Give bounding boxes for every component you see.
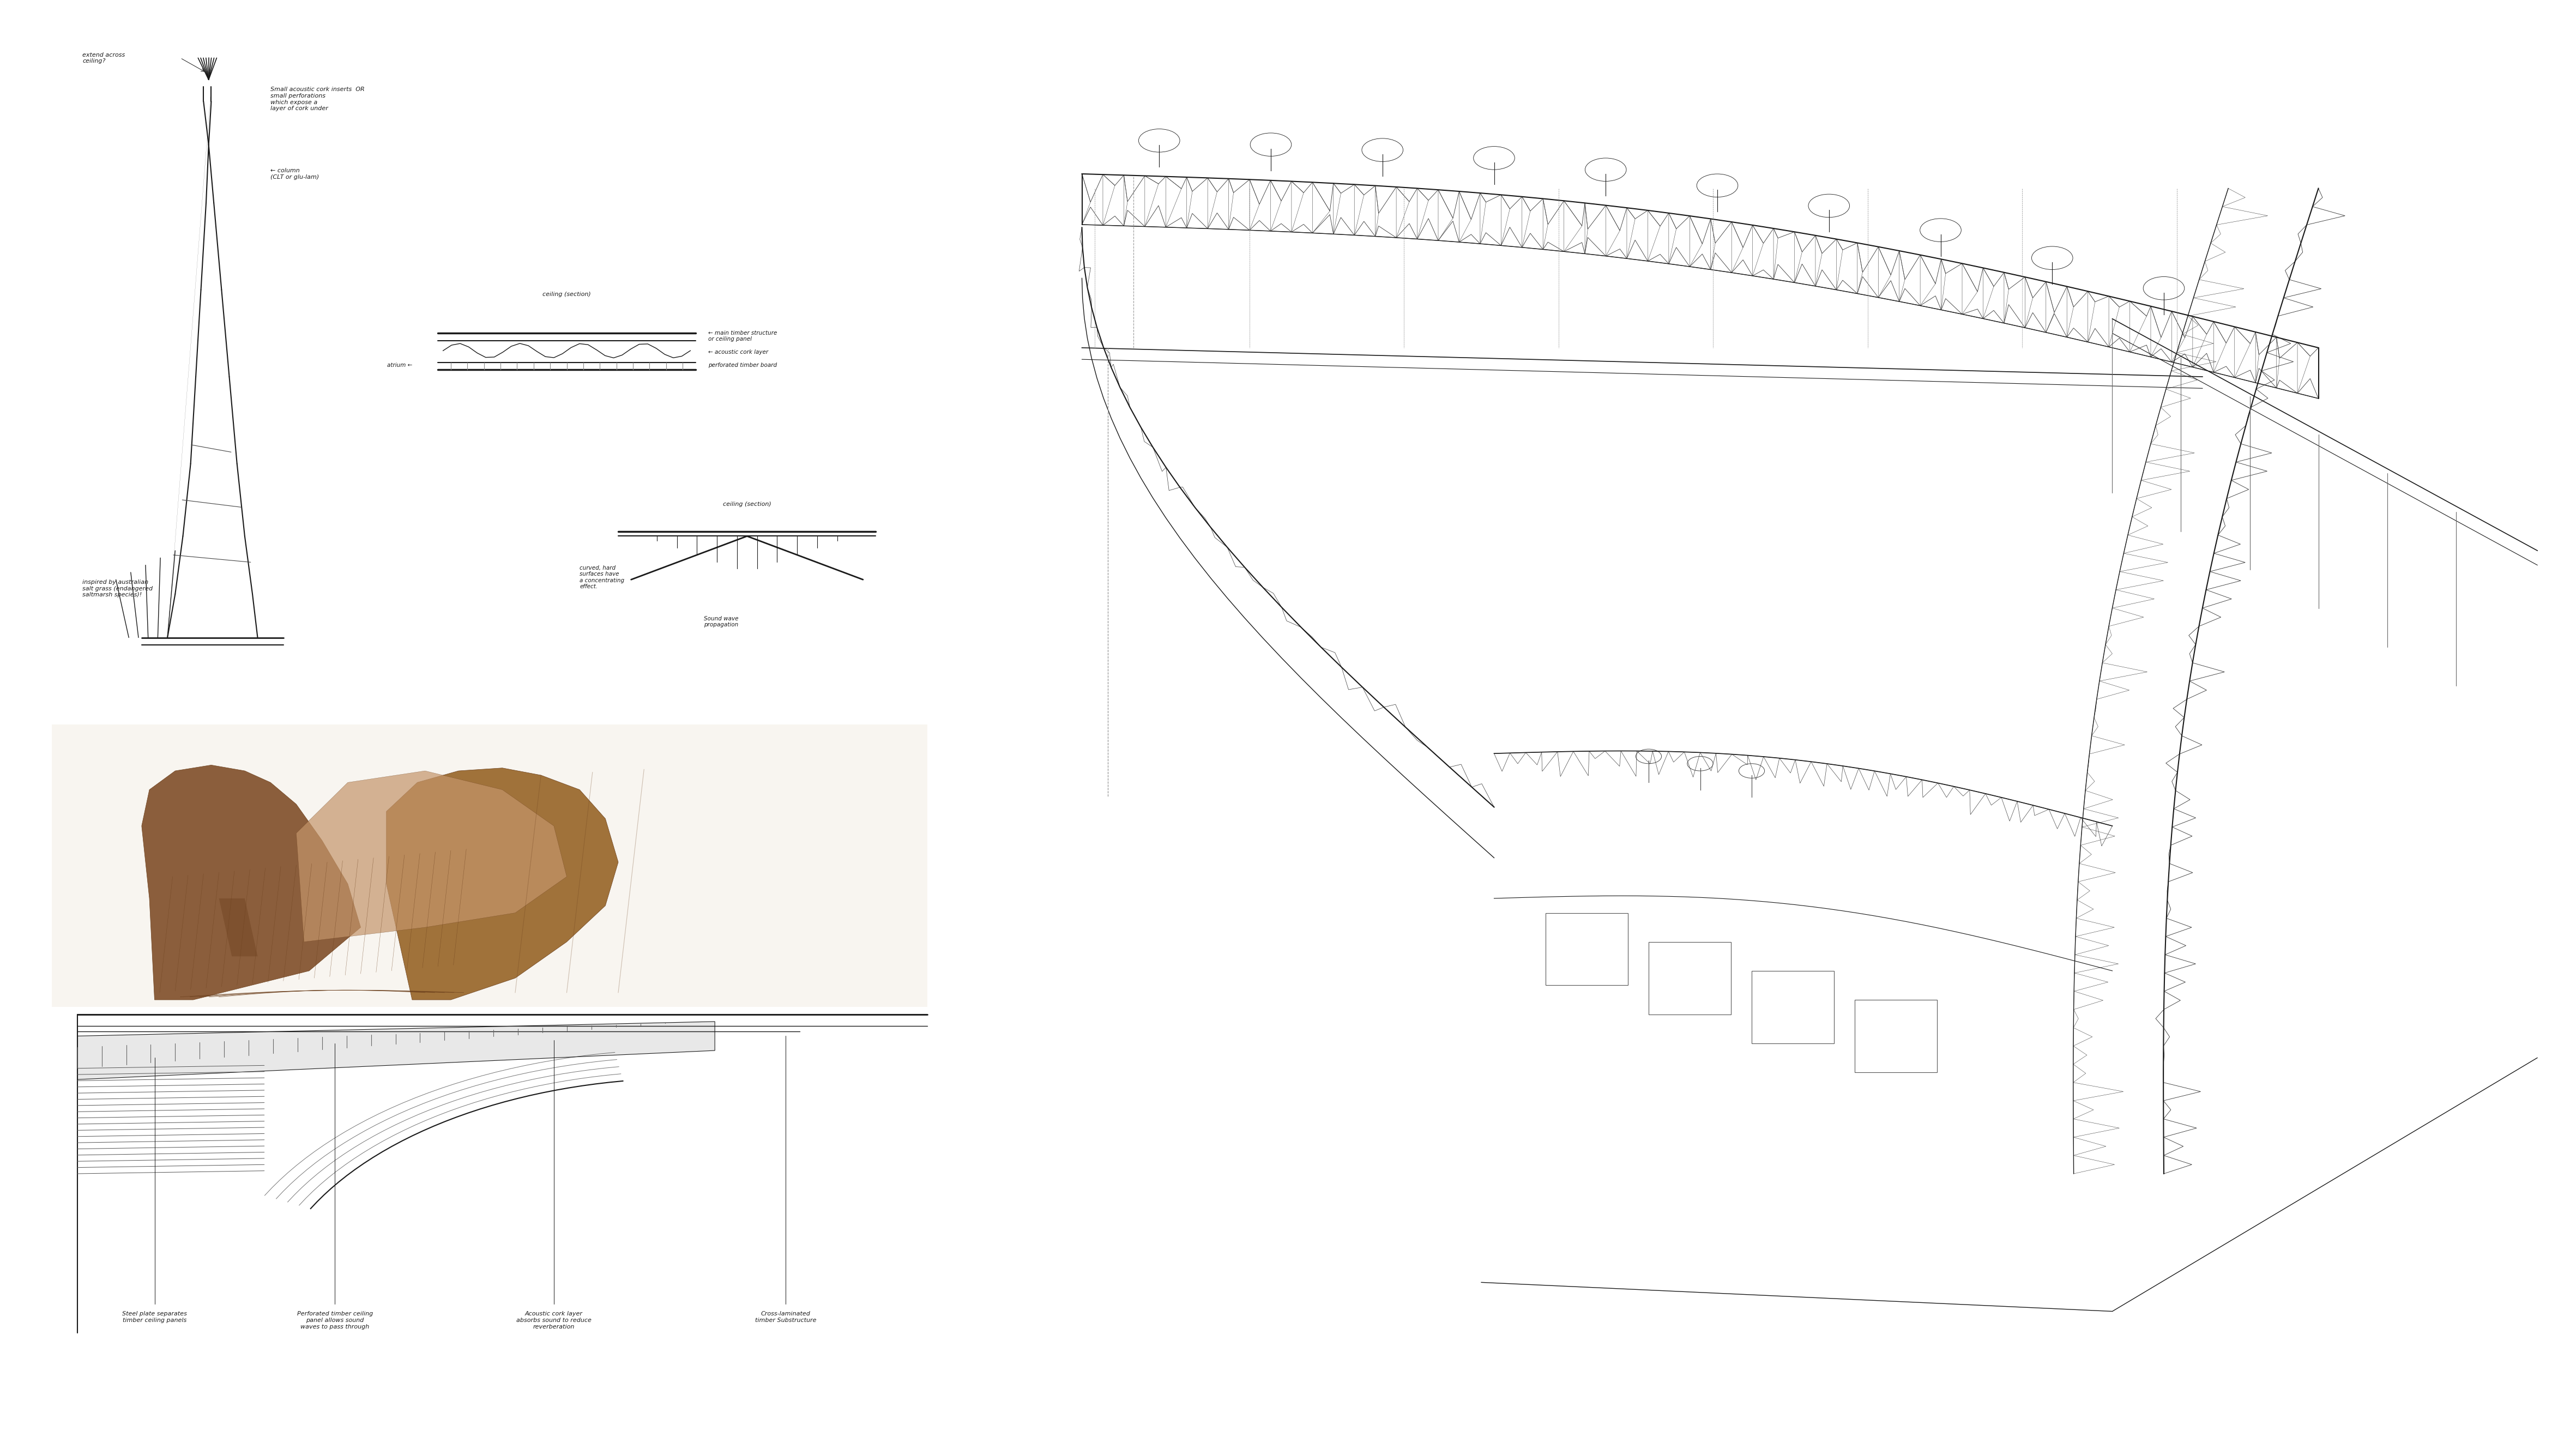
Polygon shape [296,771,567,942]
Text: ← main timber structure
or ceiling panel: ← main timber structure or ceiling panel [708,330,778,342]
Text: extend across
ceiling?: extend across ceiling? [82,52,126,64]
Text: Cross-laminated
timber Substructure: Cross-laminated timber Substructure [755,1311,817,1323]
Text: curved, hard
surfaces have
a concentrating
effect.: curved, hard surfaces have a concentrati… [580,565,623,590]
Polygon shape [386,768,618,1000]
Text: ← column
(CLT or glu-lam): ← column (CLT or glu-lam) [270,168,319,180]
Polygon shape [142,765,361,1000]
Text: ← acoustic cork layer: ← acoustic cork layer [708,349,768,355]
Text: ceiling (section): ceiling (section) [544,291,590,297]
Text: Steel plate separates
timber ceiling panels: Steel plate separates timber ceiling pan… [121,1311,188,1323]
Text: ceiling (section): ceiling (section) [724,501,770,507]
Text: Small acoustic cork inserts  OR
small perforations
which expose a
layer of cork : Small acoustic cork inserts OR small per… [270,87,366,112]
Text: Perforated timber ceiling
panel allows sound
waves to pass through: Perforated timber ceiling panel allows s… [296,1311,374,1329]
FancyBboxPatch shape [52,724,927,1007]
Text: inspired by australian
salt grass (endangered
saltmarsh species)!: inspired by australian salt grass (endan… [82,580,152,597]
Text: Acoustic cork layer
absorbs sound to reduce
reverberation: Acoustic cork layer absorbs sound to red… [515,1311,592,1329]
Text: atrium ←: atrium ← [386,362,412,368]
Text: Sound wave
propagation: Sound wave propagation [703,616,739,627]
Polygon shape [219,898,258,956]
Polygon shape [77,1022,714,1080]
Text: perforated timber board: perforated timber board [708,362,778,368]
